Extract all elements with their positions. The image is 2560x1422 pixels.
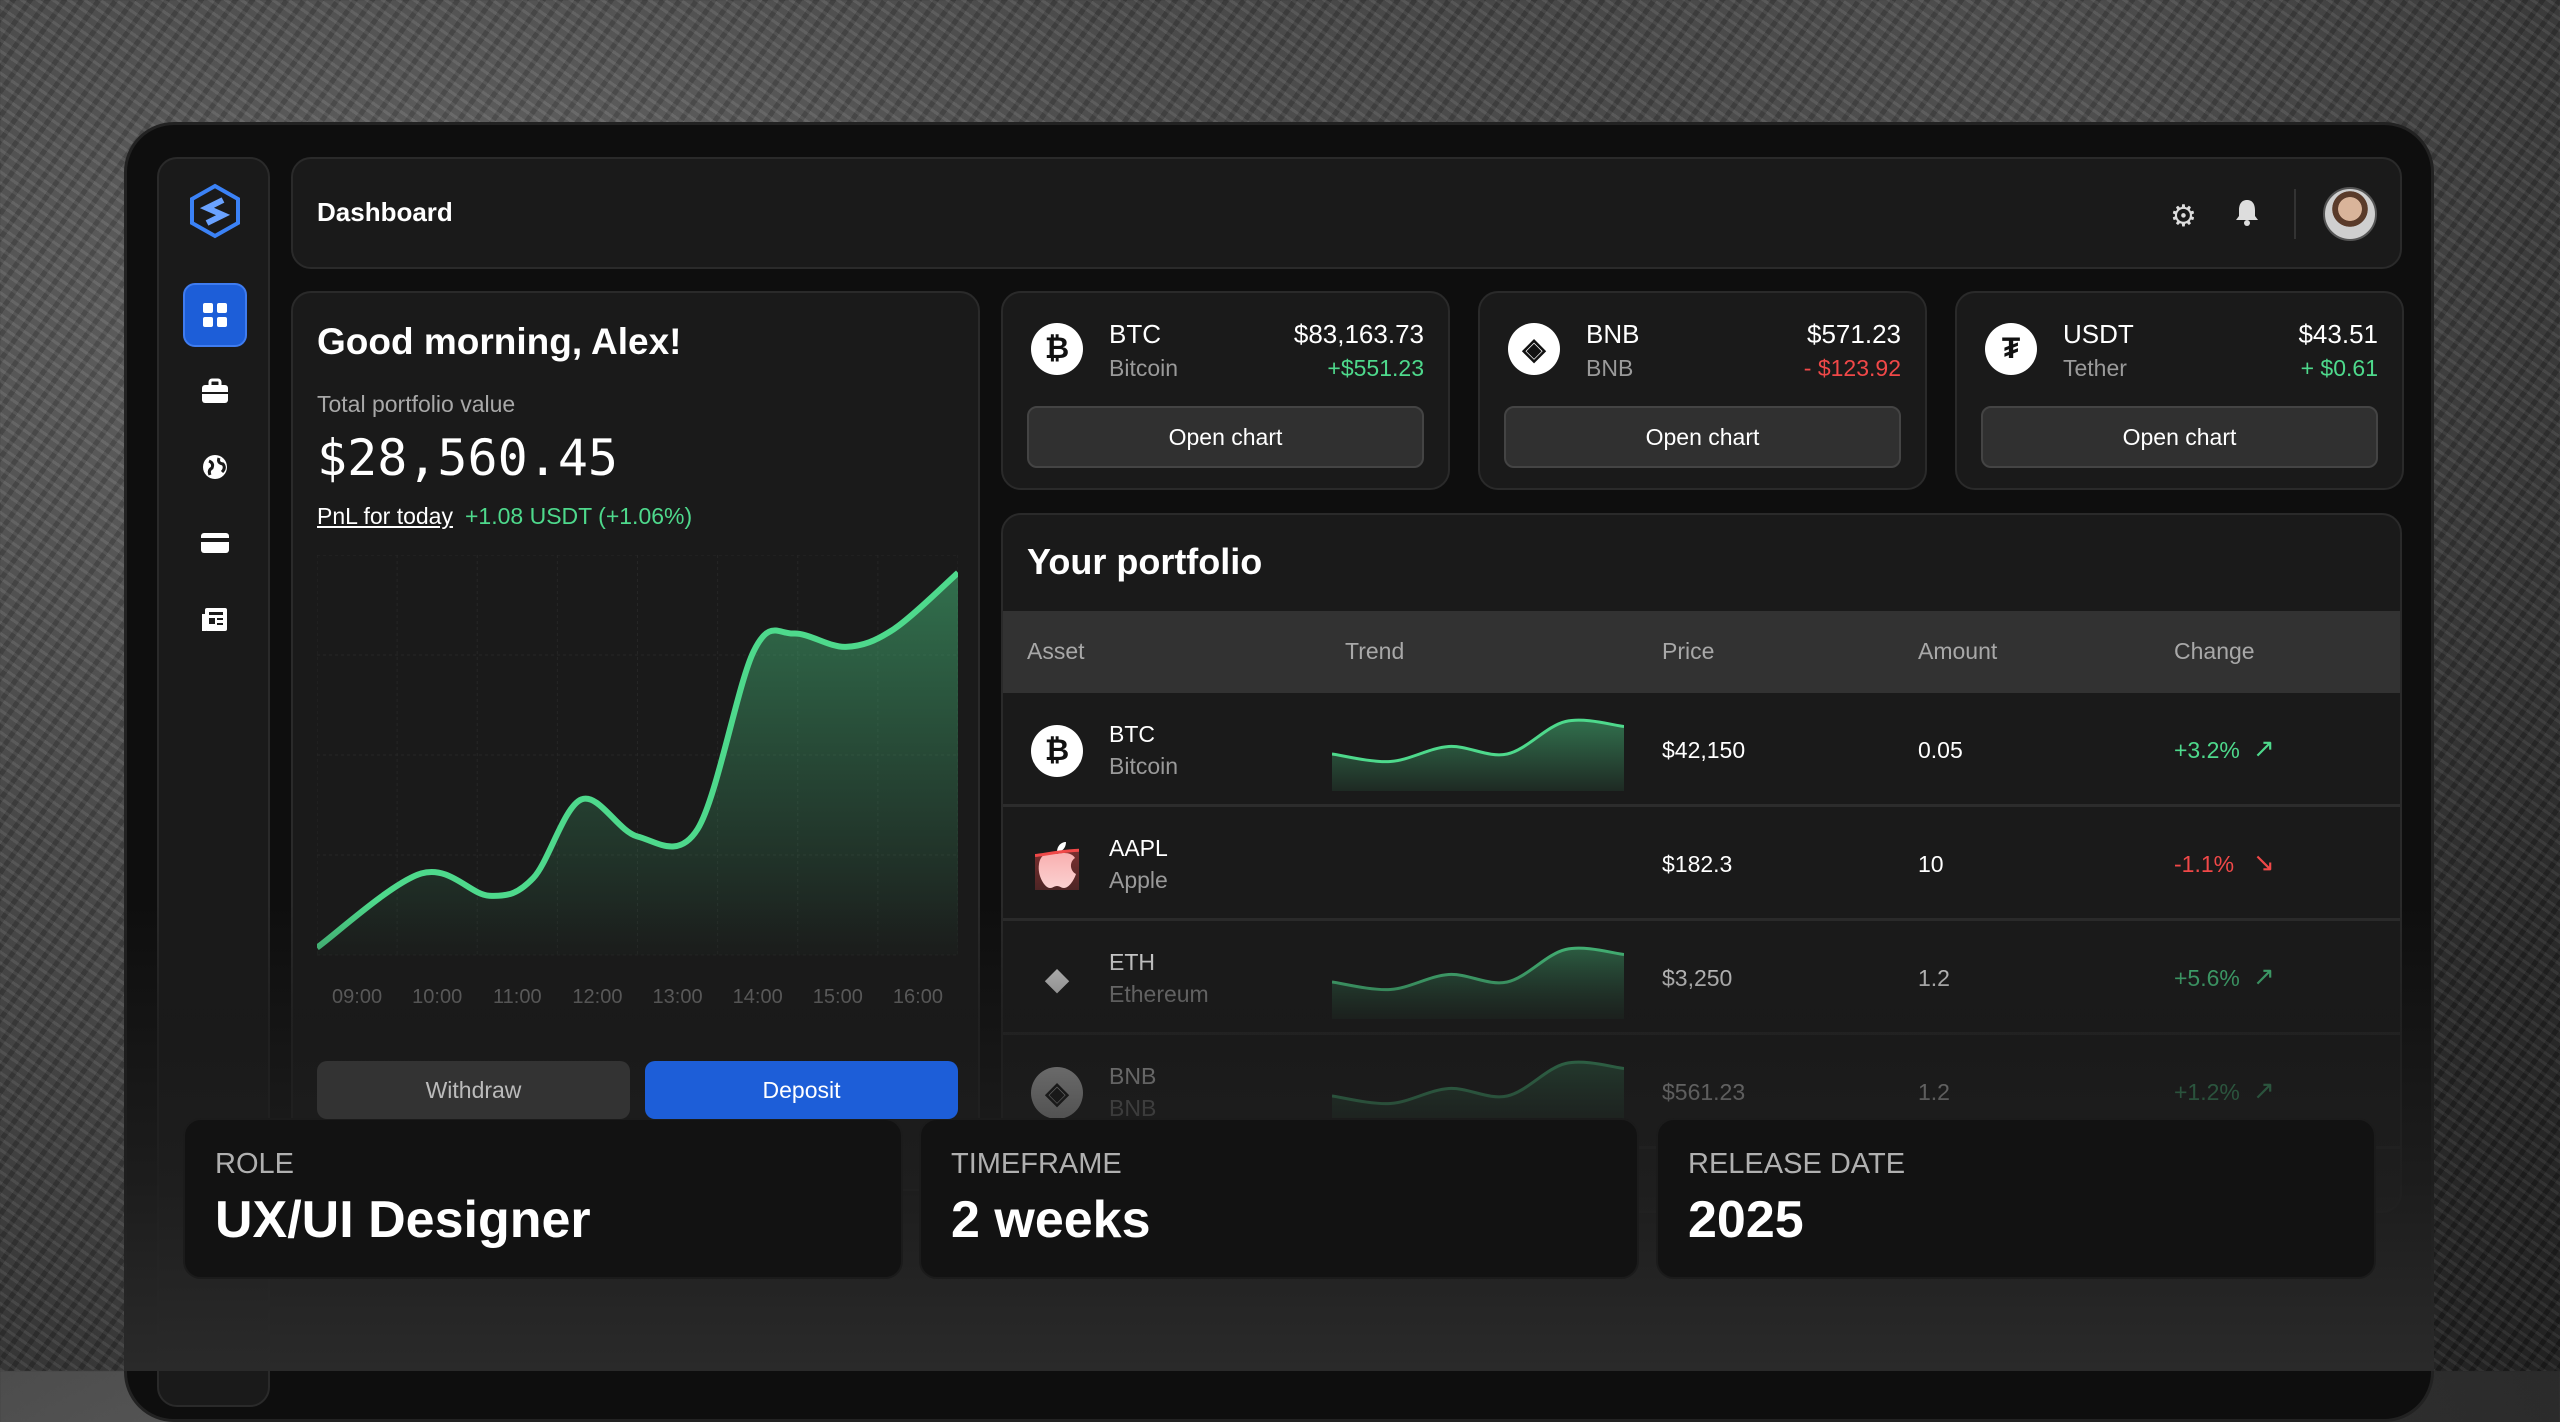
sidebar-item-dashboard[interactable] [183, 283, 247, 347]
trending-up-icon: ↗ [2253, 733, 2275, 763]
avatar[interactable] [2323, 187, 2377, 241]
coin-price: $83,163.73 [1293, 319, 1424, 349]
gear-icon[interactable]: ⚙ [2170, 200, 2197, 233]
total-label: Total portfolio value [317, 391, 516, 417]
table-header: Asset Trend Price Amount Change [1003, 611, 2400, 693]
pnl-label[interactable]: PnL for today [317, 503, 453, 529]
btc-icon: ₿ [1031, 725, 1083, 777]
open-chart-button[interactable]: Open chart [1981, 406, 2378, 468]
sparkline-line [1332, 718, 1624, 764]
coin-change: +$551.23 [1327, 355, 1424, 381]
coin-name: Tether [2063, 355, 2127, 381]
bnb-icon: ◈ [1508, 323, 1560, 375]
info-label: RELEASE DATE [1688, 1148, 1906, 1180]
chart-area [317, 572, 958, 955]
info-value: UX/UI Designer [215, 1191, 591, 1249]
info-card-release-date: RELEASE DATE 2025 [1656, 1118, 2376, 1279]
table-row[interactable]: ₿ BTC Bitcoin $42,150 0.05 +3.2% ↗ [1003, 693, 2400, 807]
asset-name: Apple [1109, 867, 1168, 893]
coin-card-usdt: ₮ USDT Tether $43.51 + $0.61 Open chart [1955, 291, 2404, 490]
sparkline-area [1332, 720, 1624, 791]
asset-price: $182.3 [1662, 851, 1733, 877]
coin-card-btc: ₿ BTC Bitcoin $83,163.73 +$551.23 Open c… [1001, 291, 1450, 490]
usdt-icon: ₮ [1985, 323, 2037, 375]
deposit-button[interactable]: Deposit [645, 1061, 958, 1119]
info-card-role: ROLE UX/UI Designer [183, 1118, 903, 1279]
info-card-timeframe: TIMEFRAME 2 weeks [919, 1118, 1639, 1279]
header: Dashboard ⚙ [291, 157, 2402, 269]
trending-down-icon: ↘ [2253, 847, 2275, 877]
sparkline-area [1035, 850, 1079, 890]
col-change[interactable]: Change [2174, 638, 2255, 664]
sidebar-item-markets[interactable] [183, 435, 247, 499]
bell-icon[interactable] [2233, 197, 2261, 232]
col-trend[interactable]: Trend [1345, 638, 1405, 664]
asset-price: $42,150 [1662, 737, 1746, 763]
logo-icon [187, 183, 243, 239]
coin-symbol: BTC [1109, 319, 1161, 349]
coin-symbol: USDT [2063, 319, 2134, 349]
table-row[interactable]: AAPL Apple $182.3 10 -1.1% ↘ [1003, 807, 2400, 921]
coin-change: - $123.92 [1803, 355, 1901, 381]
sidebar-item-news[interactable] [183, 587, 247, 651]
globe-icon [203, 455, 227, 479]
portfolio-title: Your portfolio [1027, 541, 1263, 582]
col-amount[interactable]: Amount [1918, 638, 1998, 664]
info-value: 2025 [1688, 1191, 1804, 1249]
credit-card-icon [201, 533, 229, 553]
coin-change: + $0.61 [2300, 355, 2378, 381]
coin-symbol: BNB [1586, 319, 1640, 349]
asset-name: Bitcoin [1109, 753, 1179, 779]
coin-name: BNB [1586, 355, 1634, 381]
asset-amount: 0.05 [1918, 737, 1963, 763]
header-divider [2294, 189, 2296, 239]
btc-icon: ₿ [1031, 323, 1083, 375]
pnl-value: +1.08 USDT (+1.06%) [465, 503, 693, 529]
withdraw-button[interactable]: Withdraw [317, 1061, 630, 1119]
coin-card-bnb: ◈ BNB BNB $571.23 - $123.92 Open chart [1478, 291, 1927, 490]
newspaper-icon [202, 608, 227, 631]
sidebar-item-cards[interactable] [183, 511, 247, 575]
col-price[interactable]: Price [1662, 638, 1715, 664]
asset-amount: 10 [1918, 851, 1944, 877]
asset-symbol: AAPL [1109, 835, 1168, 861]
page-title: Dashboard [317, 197, 453, 227]
briefcase-icon [202, 378, 228, 403]
aapl-icon [1031, 839, 1083, 891]
total-value: $28,560.45 [317, 429, 619, 487]
col-asset[interactable]: Asset [1027, 638, 1085, 664]
asset-change: -1.1% [2174, 851, 2235, 877]
trend-sparkline [1332, 718, 1624, 791]
info-label: TIMEFRAME [951, 1148, 1122, 1180]
coin-name: Bitcoin [1109, 355, 1179, 381]
greeting-title: Good morning, Alex! [317, 321, 682, 362]
asset-symbol: BTC [1109, 721, 1155, 747]
asset-change: +3.2% [2174, 737, 2240, 763]
open-chart-button[interactable]: Open chart [1027, 406, 1424, 468]
chart-line [317, 570, 958, 951]
grid-icon [203, 303, 227, 327]
coin-price: $571.23 [1807, 319, 1901, 349]
info-label: ROLE [215, 1148, 294, 1180]
sidebar-item-portfolio[interactable] [183, 359, 247, 423]
coin-price: $43.51 [2298, 319, 2378, 349]
open-chart-button[interactable]: Open chart [1504, 406, 1901, 468]
trend-sparkline [1332, 825, 1624, 905]
info-value: 2 weeks [951, 1191, 1151, 1249]
